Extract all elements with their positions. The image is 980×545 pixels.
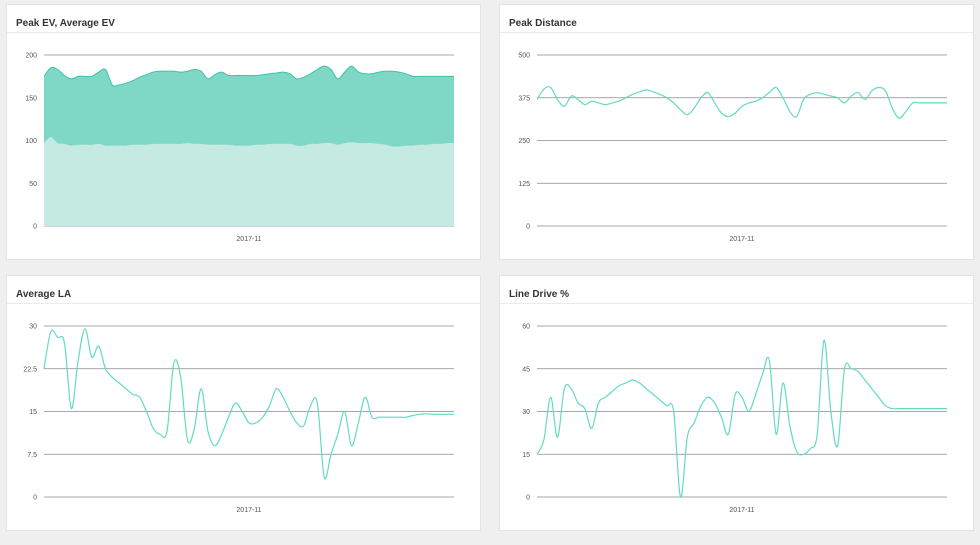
y-tick-label: 200 bbox=[25, 53, 37, 60]
area-series-edge bbox=[43, 65, 454, 87]
y-tick-label: 60 bbox=[522, 324, 530, 331]
card-average-la: Average LA 0 7.5 15 22.5 30 2017-11 bbox=[6, 275, 481, 531]
card-header: Line Drive % bbox=[500, 276, 973, 304]
x-tick-label: 2017-11 bbox=[236, 507, 261, 514]
y-tick-label: 45 bbox=[522, 366, 530, 373]
y-tick-label: 125 bbox=[518, 181, 530, 188]
average-la-chart: 0 7.5 15 22.5 30 2017-11 bbox=[23, 324, 454, 514]
chart-title: Line Drive % bbox=[509, 289, 570, 300]
line-drive-chart: 0 15 30 45 60 2017-11 bbox=[522, 324, 947, 514]
peak-distance-chart: 0 125 250 375 500 2017-11 bbox=[518, 53, 947, 243]
y-tick-label: 0 bbox=[33, 495, 37, 502]
y-tick-label: 30 bbox=[522, 409, 530, 416]
y-tick-label: 150 bbox=[25, 95, 37, 102]
y-tick-label: 22.5 bbox=[23, 366, 37, 373]
area-series-2 bbox=[44, 137, 454, 226]
card-header: Peak EV, Average EV bbox=[7, 5, 480, 33]
card-peak-ev: Peak EV, Average EV 0 50 100 150 200 2017-11 bbox=[6, 4, 481, 260]
card-header: Average LA bbox=[7, 276, 480, 304]
chart-title: Peak Distance bbox=[509, 18, 577, 29]
chart-title: Peak EV, Average EV bbox=[16, 18, 115, 29]
x-tick-label: 2017-11 bbox=[729, 507, 754, 514]
y-tick-label: 15 bbox=[522, 452, 530, 459]
x-tick-label: 2017-11 bbox=[729, 236, 754, 243]
line-series-1 bbox=[536, 339, 947, 498]
peak-ev-average-ev-chart: 0 50 100 150 200 2017-11 bbox=[25, 53, 454, 243]
card-line-drive: Line Drive % 0 15 30 45 60 2017-11 bbox=[499, 275, 974, 531]
card-peak-distance: Peak Distance 0 125 250 375 500 2017-11 bbox=[499, 4, 974, 260]
y-tick-label: 100 bbox=[25, 138, 37, 145]
y-tick-label: 0 bbox=[526, 224, 530, 231]
y-tick-label: 50 bbox=[29, 181, 37, 188]
y-tick-label: 250 bbox=[518, 138, 530, 145]
y-tick-label: 7.5 bbox=[27, 452, 37, 459]
x-tick-label: 2017-11 bbox=[236, 236, 261, 243]
y-tick-label: 0 bbox=[526, 495, 530, 502]
chart-title: Average LA bbox=[16, 289, 72, 300]
y-tick-label: 0 bbox=[33, 224, 37, 231]
y-tick-label: 15 bbox=[29, 409, 37, 416]
line-series-1 bbox=[43, 328, 454, 480]
y-tick-label: 30 bbox=[29, 324, 37, 331]
card-header: Peak Distance bbox=[500, 5, 973, 33]
y-tick-label: 375 bbox=[518, 95, 530, 102]
y-tick-label: 500 bbox=[518, 53, 530, 60]
line-series-1 bbox=[536, 86, 947, 119]
